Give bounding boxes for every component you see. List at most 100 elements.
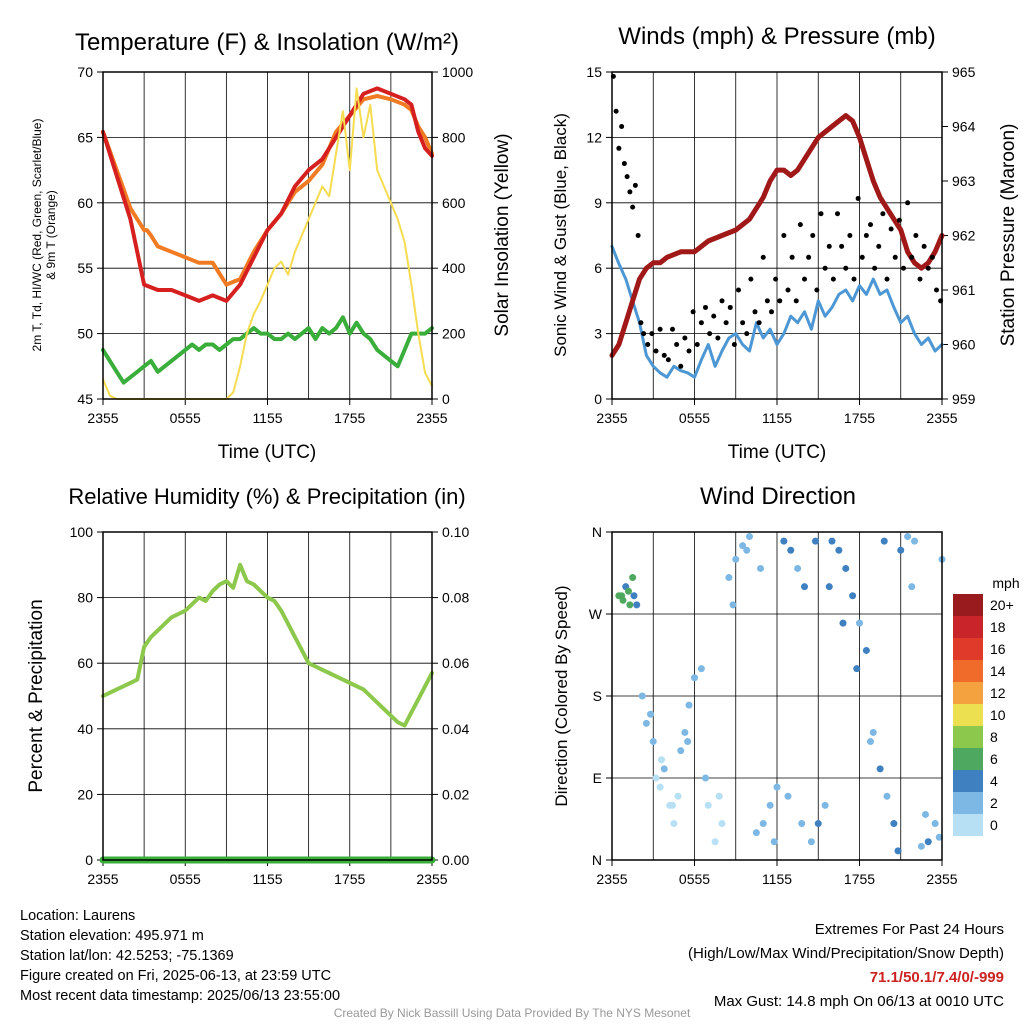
- dir-point: [642, 719, 650, 727]
- dir-point: [894, 847, 902, 855]
- wind-xtick-label: 1155: [762, 410, 792, 426]
- wind-gust-point: [909, 254, 915, 260]
- wind-y2tick-label: 960: [952, 337, 976, 353]
- dir-point: [684, 738, 692, 746]
- wind-xtick-label: 2355: [926, 410, 957, 426]
- rh-title: Relative Humidity (%) & Precipitation (i…: [68, 484, 465, 509]
- rh-ylabel-left: Percent & Precipitation: [26, 599, 47, 792]
- dir-point: [787, 546, 795, 554]
- wind-gust-point: [624, 174, 630, 180]
- dir-point: [647, 710, 654, 718]
- rh-xtick-label: 2355: [416, 871, 447, 887]
- wind-gust-point: [686, 348, 692, 354]
- wind-gust-point: [785, 287, 791, 293]
- dir-point: [649, 738, 657, 746]
- wind-gust-point: [641, 331, 647, 337]
- wind-gust-point: [884, 276, 890, 282]
- extremes-title: Extremes For Past 24 Hours: [814, 921, 1004, 938]
- legend-swatch: [953, 638, 983, 660]
- legend-label: 12: [990, 685, 1006, 701]
- dir-point: [681, 728, 689, 736]
- dir-point: [770, 838, 778, 846]
- wind-gust-point: [789, 254, 795, 260]
- wind-gust-point: [715, 335, 721, 341]
- wind-gust-point: [744, 331, 750, 337]
- dir-point: [897, 546, 905, 554]
- wind-gust-point: [690, 309, 696, 315]
- wind-gust-point: [855, 195, 861, 201]
- dir-point: [908, 583, 916, 591]
- wind-gust-point: [657, 326, 663, 332]
- legend-label: 20+: [990, 597, 1014, 613]
- wind-gust-point: [781, 233, 787, 238]
- legend-label: 10: [990, 707, 1006, 723]
- wind-gust-point: [711, 313, 717, 319]
- dir-point: [766, 801, 774, 809]
- wind-ytick-label: 9: [594, 195, 602, 211]
- legend-swatch: [953, 704, 983, 726]
- elevation-text: Station elevation: 495.971 m: [20, 928, 204, 944]
- wind-gust-point: [678, 363, 684, 369]
- wind-ytick-label: 6: [594, 260, 602, 276]
- dir-xtick-label: 1155: [762, 871, 792, 887]
- wind-gust-point: [934, 287, 939, 293]
- wind-gust-point: [892, 254, 898, 260]
- wind-ylabel-left: Sonic Wind & Gust (Blue, Black): [551, 113, 570, 357]
- legend-swatch: [953, 770, 983, 792]
- wind-gust-point: [777, 298, 783, 304]
- wind-gust-point: [665, 357, 671, 363]
- legend-label: 4: [990, 773, 998, 789]
- dir-point: [746, 533, 753, 541]
- dir-point: [814, 820, 822, 828]
- latlon-text: Station lat/lon: 42.5253; -75.1369: [20, 948, 234, 964]
- dir-frame: [611, 531, 943, 861]
- wind-gust-point: [731, 342, 737, 347]
- wind-gust-point: [769, 309, 774, 315]
- wind-gust-point: [674, 342, 680, 347]
- wind-gust-point: [917, 276, 923, 282]
- dir-point: [757, 564, 764, 572]
- recent-text: Most recent data timestamp: 2025/06/13 2…: [20, 988, 341, 1004]
- wind-gust-point: [905, 200, 911, 206]
- rh-xtick-label: 0555: [170, 871, 201, 887]
- wind-gust-point: [818, 211, 824, 217]
- dir-ytick-label: E: [593, 770, 602, 786]
- wind-gust-point: [645, 342, 651, 347]
- dir-point: [629, 574, 637, 582]
- rh-y2tick-label: 0.06: [442, 655, 469, 671]
- temp-ylabel-left-2: & 9m T (Orange): [44, 190, 58, 280]
- wind-gust-point: [847, 233, 853, 238]
- wind-gust-point: [896, 217, 902, 223]
- wind-gust-point: [756, 320, 762, 326]
- wind-gust-point: [719, 298, 725, 304]
- rh-ytick-label: 60: [77, 655, 93, 671]
- dir-point: [812, 537, 819, 545]
- dir-point: [849, 592, 857, 600]
- dir-point: [904, 533, 912, 541]
- dir-ylabel-left: Direction (Colored By Speed): [552, 585, 571, 806]
- dir-point: [798, 820, 806, 828]
- wind-y2tick-label: 963: [952, 173, 976, 189]
- wind-gust-point: [876, 243, 882, 249]
- dir-point: [922, 810, 929, 818]
- wind-gust-point: [880, 211, 886, 217]
- dir-point: [670, 820, 678, 828]
- wind-gust-point: [921, 243, 927, 249]
- wind-y2tick-label: 959: [952, 391, 976, 407]
- dir-ytick-label: N: [592, 852, 602, 868]
- wind-gust-point: [727, 304, 733, 310]
- wind-gust-point: [810, 233, 816, 238]
- wind-gust-point: [814, 287, 820, 293]
- wind-gust-point: [802, 276, 807, 282]
- rh-frame: [102, 531, 433, 861]
- dir-point: [911, 537, 918, 545]
- temp-ytick-label: 55: [77, 260, 93, 276]
- rh-xtick-label: 1755: [334, 871, 365, 887]
- wind-gust-point: [698, 320, 704, 326]
- dir-point: [704, 801, 712, 809]
- created-text: Figure created on Fri, 2025-06-13, at 23…: [20, 968, 332, 984]
- legend-swatch: [953, 682, 983, 704]
- wind-gust-point: [619, 124, 625, 129]
- dir-point: [821, 801, 829, 809]
- dir-point: [732, 555, 740, 563]
